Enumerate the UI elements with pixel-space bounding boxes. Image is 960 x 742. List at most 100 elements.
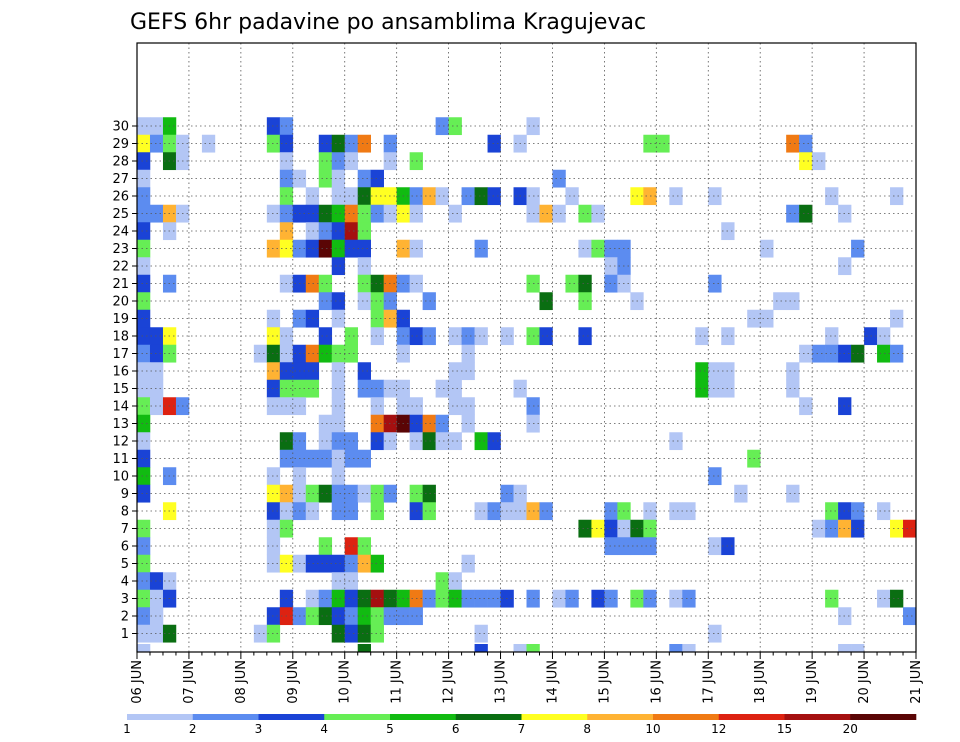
heat-cell (344, 432, 359, 451)
heat-cell (435, 117, 449, 136)
heat-cell (604, 537, 618, 556)
heat-cell (890, 589, 904, 608)
heat-cell (448, 117, 462, 136)
heat-cell (435, 572, 449, 591)
heat-cell (448, 362, 462, 381)
heat-cell (331, 292, 346, 311)
heat-cell (643, 502, 657, 521)
heat-cell (565, 274, 579, 293)
heat-cell (669, 644, 683, 652)
heat-cell (474, 589, 488, 608)
heat-cell (137, 414, 151, 433)
y-tick-label: 3 (121, 592, 129, 607)
heat-cell (201, 134, 216, 153)
heat-cell (137, 467, 151, 486)
y-tick-label: 7 (121, 522, 129, 537)
heat-cell (137, 537, 151, 556)
heat-cell (838, 644, 852, 652)
heat-cell (487, 502, 501, 521)
heat-cell (149, 379, 164, 398)
heat-cell (422, 187, 436, 206)
heat-cell (591, 589, 605, 608)
heat-cell (786, 379, 800, 398)
heat-cell (137, 309, 151, 328)
heat-cell (137, 484, 151, 503)
cells-layer (137, 117, 917, 652)
heat-cell (422, 414, 436, 433)
heat-cell (825, 187, 839, 206)
heat-cell (578, 519, 592, 538)
heat-cell (812, 344, 826, 363)
heat-cell (461, 414, 475, 433)
y-tick-label: 12 (112, 435, 129, 450)
heat-cell (422, 432, 436, 451)
heat-cell (331, 484, 346, 503)
x-tick-label: 07 JUN (182, 660, 197, 704)
heat-cell (565, 187, 579, 206)
heat-cell (137, 117, 151, 136)
x-tick-label: 06 JUN (130, 660, 145, 704)
heat-cell (435, 589, 449, 608)
heat-cell (474, 239, 488, 258)
heat-cell (305, 502, 320, 521)
heat-cell (851, 644, 865, 652)
heat-cell (604, 502, 618, 521)
heat-cell (305, 309, 320, 328)
colorbar-label: 20 (843, 722, 858, 736)
heat-cell (149, 362, 164, 381)
heat-cell (643, 187, 657, 206)
heat-cell (357, 449, 371, 468)
grid-layer (137, 43, 916, 652)
heat-cell (357, 589, 371, 608)
heat-cell (786, 134, 800, 153)
heat-cell (318, 414, 333, 433)
heat-cell (149, 344, 164, 363)
heat-cell (305, 484, 320, 503)
heat-cell (357, 187, 371, 206)
heat-cell (305, 204, 320, 223)
colorbar-swatch (653, 714, 720, 720)
heat-cell (331, 397, 346, 416)
heat-cell (370, 554, 384, 573)
heat-cell (344, 554, 359, 573)
heat-cell (825, 502, 839, 521)
heat-cell (370, 327, 384, 346)
heat-cell (877, 327, 891, 346)
heat-cell (318, 327, 333, 346)
heat-cell (461, 344, 475, 363)
y-tick-label: 17 (112, 347, 129, 362)
heat-cell (137, 344, 151, 363)
heat-cell (656, 134, 670, 153)
heat-cell (331, 502, 346, 521)
heat-cell (318, 292, 333, 311)
heat-cell (539, 292, 553, 311)
heat-cell (799, 152, 813, 171)
heat-cell (890, 309, 904, 328)
heat-cell (448, 204, 462, 223)
heat-cell (137, 134, 151, 153)
heat-cell (331, 554, 346, 573)
heat-cell (877, 589, 891, 608)
heat-cell (877, 344, 891, 363)
heat-cell (305, 239, 320, 258)
heat-cell (370, 379, 384, 398)
heat-cell (422, 484, 436, 503)
y-tick-label: 26 (112, 190, 129, 205)
heat-cell (903, 519, 917, 538)
heat-cell (370, 484, 384, 503)
y-tick-label: 28 (112, 155, 129, 170)
colorbar-swatch (718, 714, 785, 720)
heat-cell (604, 257, 618, 276)
heat-cell (318, 449, 333, 468)
x-tick-label: 19 JUN (805, 660, 820, 704)
heat-cell (344, 537, 359, 556)
heat-cell (370, 204, 384, 223)
heat-cell (357, 644, 371, 652)
heat-cell (799, 204, 813, 223)
heat-cell (331, 187, 346, 206)
heat-cell (825, 519, 839, 538)
colorbar-swatch (192, 714, 259, 720)
heat-cell (357, 292, 371, 311)
heat-cell (305, 344, 320, 363)
heat-cell (539, 502, 553, 521)
